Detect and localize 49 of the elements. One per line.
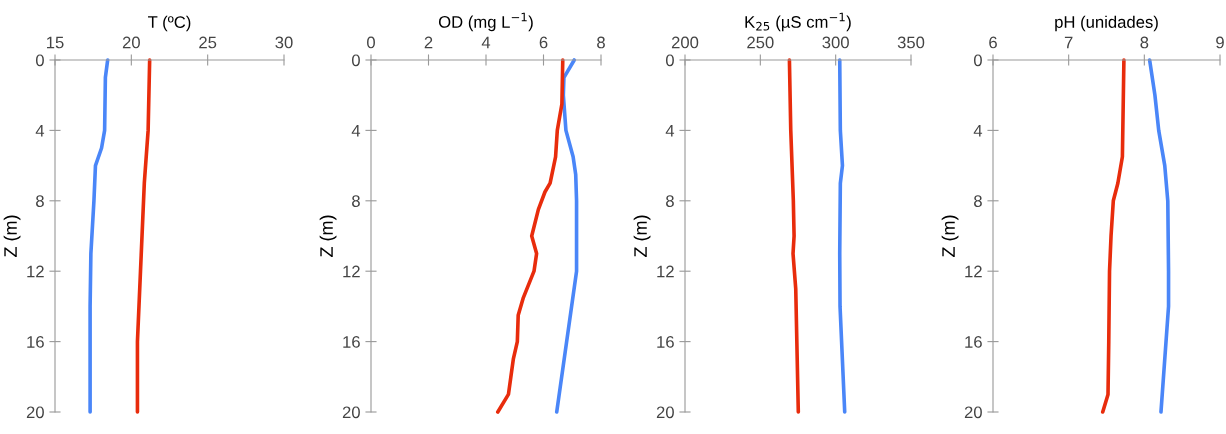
y-tick-label: 0 [665, 54, 674, 67]
x-tick-label: 6 [989, 36, 997, 49]
y-tick-label: 16 [343, 336, 360, 348]
x-tick-label: 6 [539, 36, 548, 49]
x-tick-label: 8 [1140, 36, 1149, 49]
y-tick-label: 20 [964, 406, 982, 419]
y-tick-label: 4 [973, 124, 983, 137]
y-tick-label: 4 [665, 124, 675, 137]
y-tick-label: 0 [973, 54, 982, 67]
x-tick-label: 7 [1064, 36, 1073, 49]
x-axis-title: K$_{25}$ (µS cm$^{−1}$) [745, 12, 851, 32]
x-tick-label: 350 [897, 36, 925, 49]
y-tick-label: 12 [343, 265, 360, 278]
x-tick-label: 2 [424, 36, 433, 49]
y-tick-label: 20 [26, 406, 44, 419]
y-tick-label: 8 [36, 195, 44, 207]
x-axis-title: OD (mg L$^{−1}$) [438, 12, 533, 32]
x-axis-title: pH (unidades) [1055, 15, 1158, 32]
y-axis-title: Z (m) [319, 215, 337, 257]
y-tick-label: 12 [27, 265, 44, 278]
y-axis-title: Z (m) [941, 215, 959, 257]
y-tick-label: 12 [657, 265, 674, 278]
x-tick-label: 20 [122, 36, 140, 49]
x-tick-label: 300 [822, 36, 849, 49]
y-tick-label: 8 [352, 195, 360, 207]
x-tick-label: 30 [275, 36, 293, 49]
x-tick-label: 8 [597, 36, 605, 49]
y-tick-label: 4 [351, 124, 361, 137]
y-axis-title: Z (m) [3, 215, 21, 257]
y-tick-label: 16 [657, 336, 674, 348]
y-axis-title: Z (m) [633, 215, 651, 257]
x-tick-label: 200 [671, 36, 699, 49]
y-tick-label: 8 [974, 195, 982, 207]
y-tick-label: 8 [666, 195, 674, 207]
x-tick-label: 0 [367, 36, 375, 49]
x-axis-title: T (ºC) [148, 15, 191, 32]
y-tick-label: 20 [342, 406, 360, 419]
x-tick-label: 25 [199, 36, 217, 49]
y-tick-label: 16 [965, 336, 982, 348]
x-tick-label: 9 [1216, 36, 1224, 49]
y-tick-label: 0 [351, 54, 360, 67]
y-tick-label: 0 [35, 54, 44, 67]
y-tick-label: 16 [27, 336, 44, 348]
y-tick-label: 4 [35, 124, 45, 137]
y-tick-label: 20 [656, 406, 674, 419]
x-tick-label: 15 [47, 36, 64, 49]
y-tick-label: 12 [965, 265, 982, 278]
x-tick-label: 4 [481, 36, 491, 49]
x-tick-label: 250 [747, 36, 774, 49]
